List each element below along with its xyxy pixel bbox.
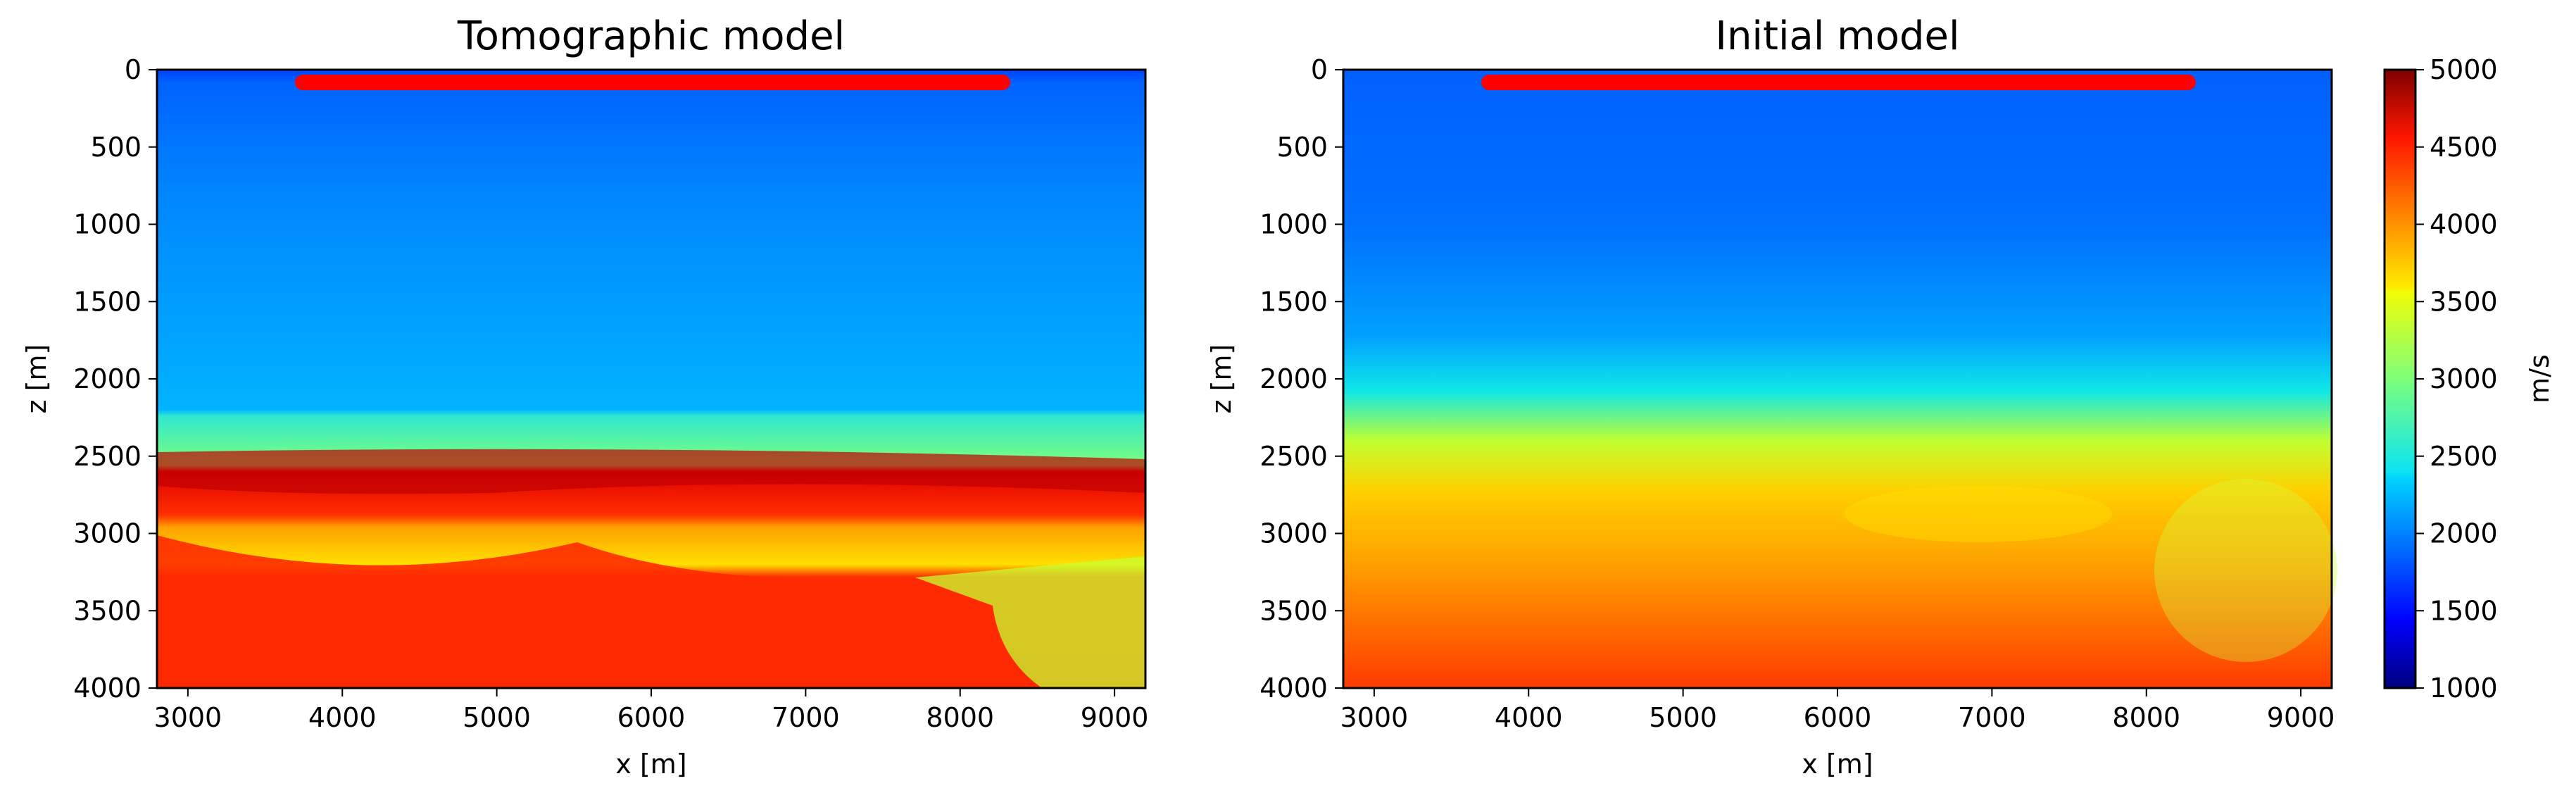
velocity-structures — [1845, 479, 2337, 662]
y-tick-label: 1000 — [1259, 209, 1328, 240]
colorbar-tick-label: 3500 — [2430, 286, 2498, 317]
x-tick-label: 9000 — [1081, 702, 1149, 733]
y-tick-label: 3500 — [1259, 595, 1328, 626]
velocity-structures — [157, 449, 1145, 688]
tomographic-panel: Tomographic model 3000 4000 5000 6000 7000 80… — [21, 13, 1148, 780]
y-tick-label: 4000 — [1259, 673, 1328, 704]
y-tick-label: 1500 — [73, 286, 142, 317]
y-tick-label: 500 — [1276, 132, 1328, 163]
colorbar-label: m/s — [2524, 354, 2555, 404]
colorbar-tick-label: 4500 — [2430, 132, 2498, 163]
x-tick-label: 6000 — [1804, 702, 1872, 733]
y-tick-label: 0 — [1311, 54, 1328, 85]
y-tick-label: 3000 — [73, 518, 142, 549]
x-tick-label: 3000 — [1340, 702, 1409, 733]
x-tick-label: 4000 — [1495, 702, 1563, 733]
y-tick-label: 2500 — [1259, 441, 1328, 472]
panel-title: Initial model — [1715, 13, 1959, 59]
colorbar-gradient — [2383, 68, 2417, 689]
x-tick-label: 8000 — [926, 702, 994, 733]
y-axis-label: z [m] — [1206, 344, 1237, 414]
y-axis: 0 500 1000 1500 2000 2500 3000 3500 4000 — [73, 54, 157, 704]
x-axis: 3000 4000 5000 6000 7000 8000 9000 — [154, 688, 1149, 733]
colorbar-tick-label: 1500 — [2430, 595, 2498, 626]
y-tick-label: 3500 — [73, 595, 142, 626]
x-tick-label: 9000 — [2267, 702, 2335, 733]
x-axis: 3000 4000 5000 6000 7000 8000 9000 — [1340, 688, 2335, 733]
colorbar-tick-label: 5000 — [2430, 54, 2498, 85]
x-tick-label: 5000 — [463, 702, 531, 733]
y-tick-label: 3000 — [1259, 518, 1328, 549]
y-axis: 0 500 1000 1500 2000 2500 3000 3500 4000 — [1259, 54, 1343, 704]
panel-title: Tomographic model — [457, 13, 845, 59]
y-tick-label: 2000 — [73, 363, 142, 394]
colorbar-tick-label: 2000 — [2430, 518, 2498, 549]
y-tick-label: 500 — [90, 132, 142, 163]
velocity-field — [1343, 70, 2332, 688]
x-tick-label: 8000 — [2112, 702, 2180, 733]
x-tick-label: 3000 — [154, 702, 222, 733]
y-axis-label: z [m] — [21, 344, 52, 414]
colorbar-tick-label: 1000 — [2430, 673, 2498, 704]
x-axis-label: x [m] — [1802, 749, 1873, 780]
x-tick-label: 6000 — [617, 702, 686, 733]
x-tick-label: 7000 — [772, 702, 840, 733]
y-tick-label: 1500 — [1259, 286, 1328, 317]
colorbar-tick-label: 4000 — [2430, 209, 2498, 240]
x-tick-label: 4000 — [308, 702, 377, 733]
y-tick-label: 2000 — [1259, 363, 1328, 394]
y-tick-label: 0 — [125, 54, 142, 85]
colorbar-tick-label: 3000 — [2430, 363, 2498, 394]
y-tick-label: 1000 — [73, 209, 142, 240]
colorbar-tick-label: 2500 — [2430, 441, 2498, 472]
colorbar-ticks: 1000 1500 2000 2500 3000 3500 4000 4500 5000 — [2415, 54, 2498, 704]
y-tick-label: 2500 — [73, 441, 142, 472]
initial-model-panel: Initial model 3000 4000 5000 6000 7000 8000 90… — [1206, 13, 2337, 780]
y-tick-label: 4000 — [73, 673, 142, 704]
x-tick-label: 5000 — [1649, 702, 1717, 733]
x-axis-label: x [m] — [615, 749, 686, 780]
colorbar: 1000 1500 2000 2500 3000 3500 4000 4500 5000 m/s — [2383, 54, 2555, 704]
x-tick-label: 7000 — [1958, 702, 2026, 733]
